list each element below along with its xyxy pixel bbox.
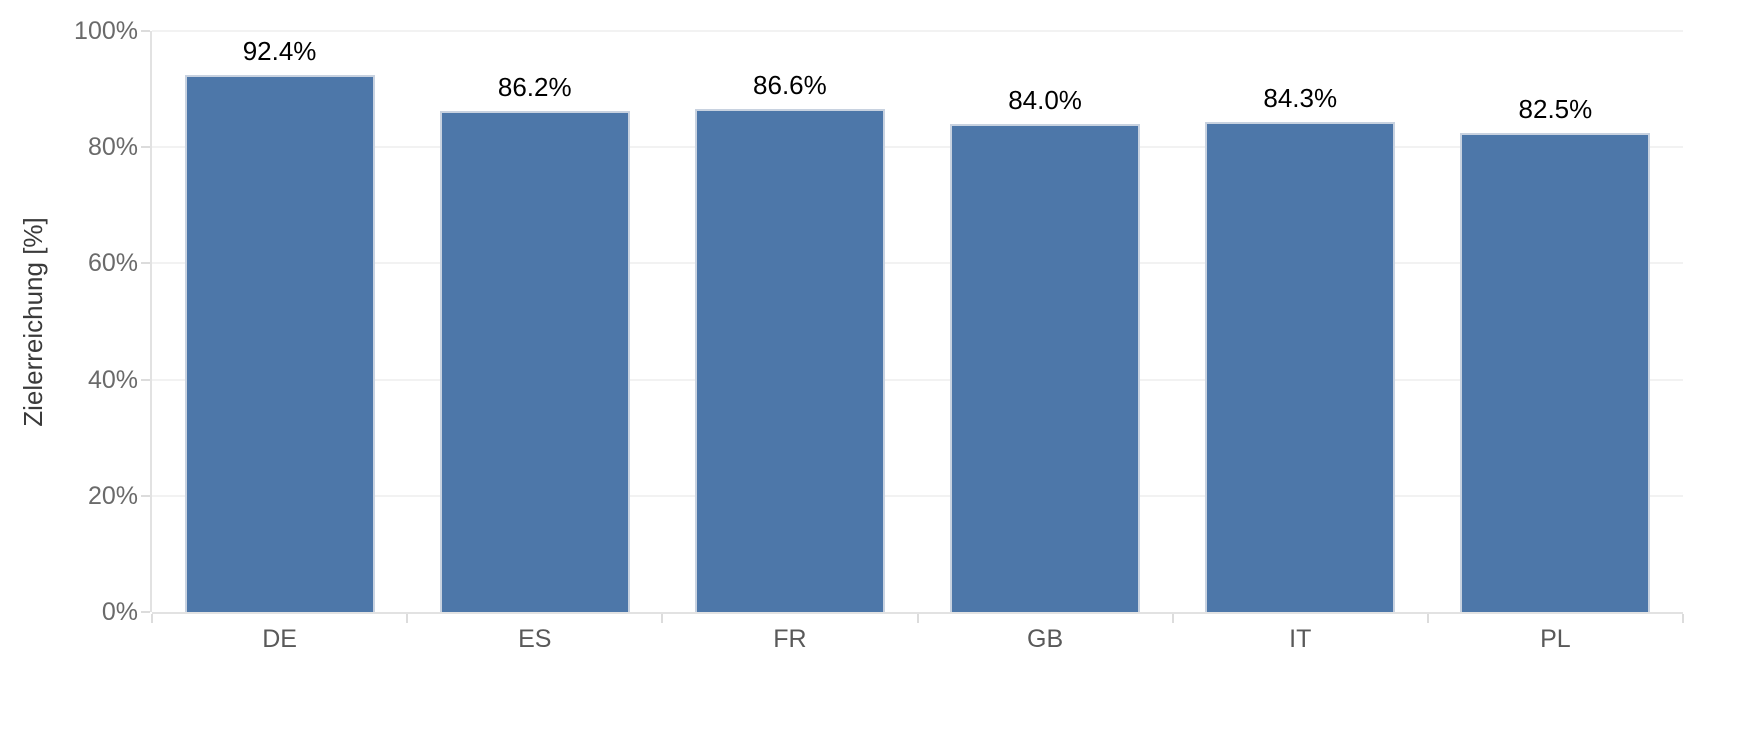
y-axis-tick	[141, 378, 150, 381]
bar-value-label: 82.5%	[1518, 93, 1593, 124]
x-axis-line	[152, 612, 1683, 614]
y-axis-tick	[141, 30, 150, 32]
y-gridline	[152, 146, 1683, 149]
y-axis-tick	[141, 494, 150, 497]
y-tick-label: 20%	[87, 481, 138, 510]
y-axis-tick	[141, 262, 150, 265]
y-axis-tick	[141, 146, 150, 149]
x-tick-label: PL	[1540, 625, 1571, 653]
bar[interactable]	[1205, 122, 1396, 612]
y-tick-label: 100%	[74, 17, 138, 45]
y-tick-label: 60%	[87, 249, 138, 278]
y-tick-label: 80%	[87, 133, 138, 162]
x-axis-tick	[1682, 614, 1684, 623]
y-axis-title: Zielerreichung [%]	[18, 216, 48, 427]
y-tick-label: 0%	[101, 598, 138, 626]
y-tick-label: 40%	[87, 365, 138, 394]
bar-value-label: 86.2%	[497, 72, 572, 103]
x-axis-tick	[916, 614, 919, 623]
bar[interactable]	[694, 108, 885, 612]
x-tick-label: FR	[773, 625, 807, 653]
bar[interactable]	[950, 123, 1141, 612]
bar[interactable]	[184, 75, 375, 612]
x-axis-tick	[661, 614, 664, 623]
x-tick-label: IT	[1289, 625, 1312, 653]
bar[interactable]	[439, 111, 630, 612]
bar-value-label: 86.6%	[753, 69, 827, 100]
bar-value-label: 84.3%	[1263, 83, 1338, 114]
bar-value-label: 84.0%	[1008, 84, 1082, 115]
x-axis-tick	[1426, 614, 1429, 623]
y-axis-line	[150, 31, 152, 612]
y-gridline	[152, 378, 1683, 381]
x-axis-tick	[1171, 614, 1174, 623]
x-tick-label: DE	[262, 625, 297, 653]
bar-value-label: 92.4%	[242, 36, 317, 67]
x-axis-tick	[151, 614, 153, 623]
bar[interactable]	[1460, 132, 1651, 612]
y-axis-tick	[141, 611, 150, 613]
x-tick-label: ES	[518, 625, 552, 653]
y-gridline	[152, 262, 1683, 265]
y-gridline	[152, 30, 1683, 32]
x-tick-label: GB	[1027, 625, 1064, 653]
y-gridline	[152, 494, 1683, 497]
x-axis-tick	[406, 614, 409, 623]
